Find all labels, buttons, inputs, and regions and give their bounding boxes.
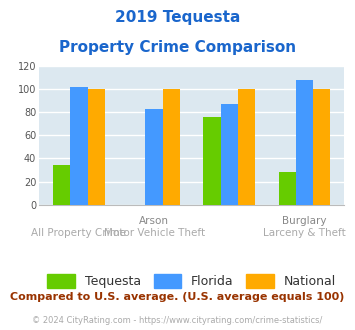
Bar: [88, 89, 105, 205]
Text: Burglary: Burglary: [282, 216, 327, 226]
Bar: [146, 109, 163, 205]
Text: 2019 Tequesta: 2019 Tequesta: [115, 10, 240, 25]
Text: Arson: Arson: [139, 216, 169, 226]
Bar: [238, 89, 255, 205]
Text: © 2024 CityRating.com - https://www.cityrating.com/crime-statistics/: © 2024 CityRating.com - https://www.city…: [32, 316, 323, 325]
Text: Larceny & Theft: Larceny & Theft: [263, 228, 346, 238]
Bar: [53, 165, 70, 205]
Bar: [279, 172, 296, 205]
Bar: [313, 89, 331, 205]
Bar: [203, 117, 221, 205]
Text: All Property Crime: All Property Crime: [31, 228, 126, 238]
Bar: [70, 87, 88, 205]
Bar: [296, 80, 313, 205]
Text: Compared to U.S. average. (U.S. average equals 100): Compared to U.S. average. (U.S. average …: [10, 292, 345, 302]
Bar: [163, 89, 180, 205]
Text: Property Crime Comparison: Property Crime Comparison: [59, 40, 296, 54]
Bar: [221, 104, 238, 205]
Legend: Tequesta, Florida, National: Tequesta, Florida, National: [43, 269, 341, 293]
Text: Motor Vehicle Theft: Motor Vehicle Theft: [104, 228, 204, 238]
